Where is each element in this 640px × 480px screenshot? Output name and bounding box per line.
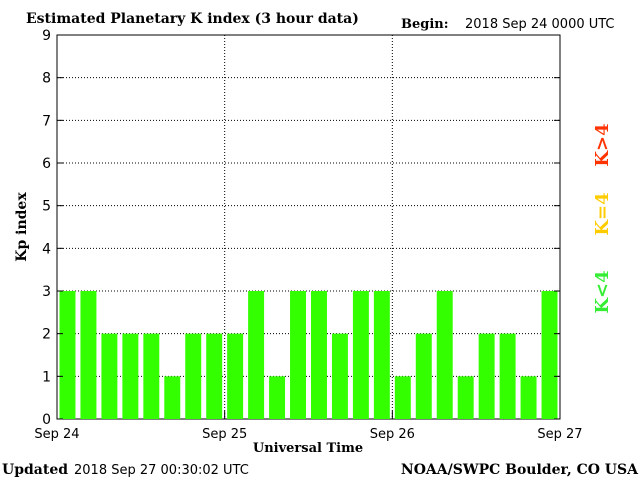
x-tick-label: Sep 24	[34, 427, 79, 442]
y-tick-label: 7	[42, 113, 51, 129]
chart-title: Estimated Planetary K index (3 hour data…	[26, 11, 359, 27]
kp-bar	[457, 376, 474, 419]
kp-bar	[248, 291, 265, 419]
kp-bar	[499, 333, 516, 419]
source-credit: NOAA/SWPC Boulder, CO USA	[401, 462, 639, 478]
y-tick-label: 8	[42, 71, 51, 87]
kp-bar	[394, 376, 411, 419]
kp-bar	[269, 376, 286, 419]
kp-bar	[478, 333, 495, 419]
kp-bar	[185, 333, 202, 419]
legend-item: K>4	[592, 123, 613, 166]
updated-label: Updated	[2, 462, 68, 478]
y-tick-label: 2	[42, 327, 51, 343]
kp-bar	[520, 376, 537, 419]
y-tick-label: 3	[42, 284, 51, 300]
x-axis-label: Universal Time	[253, 441, 363, 456]
kp-bar	[436, 291, 453, 419]
x-axis-ticks: Sep 24 Sep 25 Sep 26 Sep 27	[34, 411, 583, 442]
legend: K>4 K=4 K<4	[592, 123, 613, 313]
x-tick-label: Sep 25	[202, 427, 247, 442]
kp-bars	[59, 291, 558, 419]
y-tick-label: 6	[42, 156, 51, 172]
legend-item: K<4	[592, 270, 613, 313]
kp-bar	[541, 291, 558, 419]
kp-bar	[101, 333, 118, 419]
kp-bar	[206, 333, 223, 419]
kp-bar	[59, 291, 76, 419]
y-tick-label: 4	[42, 241, 51, 257]
kp-bar	[122, 333, 139, 419]
kp-bar	[80, 291, 97, 419]
y-tick-label: 1	[42, 369, 51, 385]
kp-bar	[415, 333, 432, 419]
x-tick-label: Sep 27	[537, 427, 582, 442]
plot-grid	[57, 35, 560, 419]
begin-value: 2018 Sep 24 0000 UTC	[465, 17, 615, 32]
kp-bar	[311, 291, 327, 419]
kp-bar	[352, 291, 369, 419]
updated-value: 2018 Sep 27 00:30:02 UTC	[74, 463, 249, 478]
kp-bar	[143, 333, 160, 419]
y-tick-label: 5	[42, 199, 51, 215]
x-tick-label: Sep 26	[370, 427, 415, 442]
y-tick-label: 0	[42, 412, 51, 428]
kp-bar	[373, 291, 390, 419]
kp-bar	[290, 291, 306, 419]
y-axis-ticks: 0 1 2 3 4 5 6 7 8 9	[42, 28, 560, 428]
legend-item: K=4	[592, 192, 613, 235]
y-tick-label: 9	[42, 28, 51, 44]
y-axis-label: Kp index	[14, 192, 30, 262]
kp-bar	[164, 376, 181, 419]
kp-bar	[331, 333, 348, 419]
kp-bar	[227, 333, 244, 419]
plot-area	[56, 34, 561, 420]
begin-label: Begin:	[401, 17, 449, 32]
